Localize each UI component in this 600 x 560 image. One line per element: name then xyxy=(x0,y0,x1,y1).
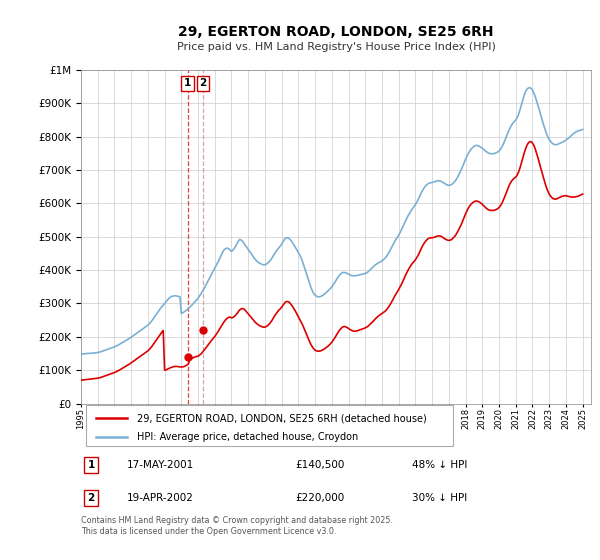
FancyBboxPatch shape xyxy=(86,405,454,446)
Text: 19-APR-2002: 19-APR-2002 xyxy=(127,493,194,503)
Text: 30% ↓ HPI: 30% ↓ HPI xyxy=(413,493,468,503)
Text: 2: 2 xyxy=(199,78,206,88)
Text: Price paid vs. HM Land Registry's House Price Index (HPI): Price paid vs. HM Land Registry's House … xyxy=(176,42,496,52)
Text: 29, EGERTON ROAD, LONDON, SE25 6RH (detached house): 29, EGERTON ROAD, LONDON, SE25 6RH (deta… xyxy=(137,413,427,423)
Text: 1: 1 xyxy=(88,460,95,470)
Text: 29, EGERTON ROAD, LONDON, SE25 6RH: 29, EGERTON ROAD, LONDON, SE25 6RH xyxy=(178,25,494,39)
Text: 2: 2 xyxy=(88,493,95,503)
Text: 48% ↓ HPI: 48% ↓ HPI xyxy=(413,460,468,470)
Text: £140,500: £140,500 xyxy=(295,460,344,470)
Text: HPI: Average price, detached house, Croydon: HPI: Average price, detached house, Croy… xyxy=(137,432,358,442)
Text: £220,000: £220,000 xyxy=(295,493,344,503)
Text: 1: 1 xyxy=(184,78,191,88)
Text: 17-MAY-2001: 17-MAY-2001 xyxy=(127,460,194,470)
Text: Contains HM Land Registry data © Crown copyright and database right 2025.
This d: Contains HM Land Registry data © Crown c… xyxy=(81,516,393,536)
